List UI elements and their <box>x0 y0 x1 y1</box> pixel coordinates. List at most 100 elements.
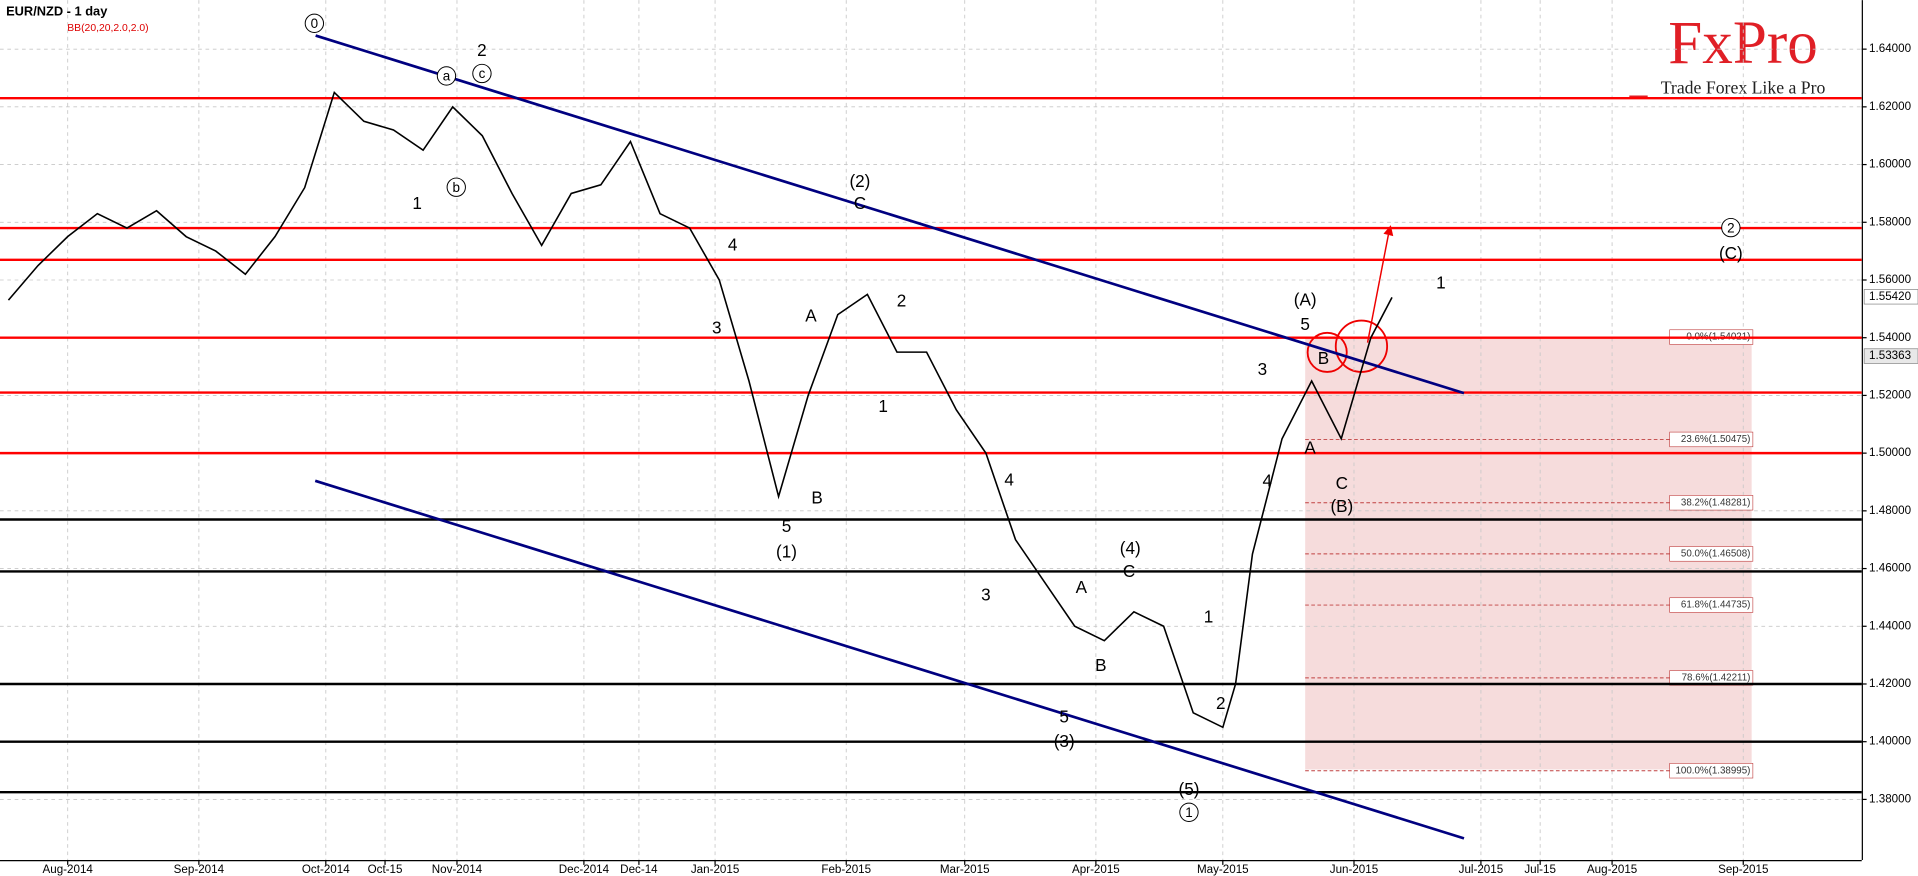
trendline <box>314 479 1465 840</box>
wave-label: 5 <box>1059 708 1069 727</box>
x-tick-label: Sep-2015 <box>1718 863 1768 876</box>
x-tick-label: Oct-2014 <box>302 863 350 876</box>
wave-label: 5 <box>1300 315 1310 334</box>
price-tag-label: 1.53363 <box>1869 349 1911 362</box>
y-tick-label: 1.52000 <box>1869 388 1911 401</box>
logo-box <box>1629 2 1860 103</box>
fib-label-box <box>1669 597 1754 613</box>
wave-label: B <box>1095 656 1106 675</box>
wave-label: C <box>1123 562 1135 581</box>
x-tick-label: Aug-2015 <box>1587 863 1637 876</box>
fib-label: 61.8%(1.44735) <box>1681 600 1751 611</box>
y-tick-label: 1.50000 <box>1869 446 1911 459</box>
y-tick-label: 1.48000 <box>1869 504 1911 517</box>
fib-label-box <box>1669 431 1754 448</box>
x-tick-label: Jul-2015 <box>1459 863 1504 876</box>
wave-label: C <box>1336 474 1348 493</box>
target-arrow <box>1366 234 1390 343</box>
wave-label: (5) <box>1179 780 1200 799</box>
y-tick-label: 1.58000 <box>1869 215 1911 228</box>
wave-label: 2 <box>477 41 487 60</box>
y-tick-label: 1.54000 <box>1869 331 1911 344</box>
wave-label: 3 <box>981 585 991 604</box>
wave-label: B <box>811 489 822 508</box>
wave-label: 1 <box>878 397 888 416</box>
x-tick-label: Mar-2015 <box>940 863 990 876</box>
wave-label: 4 <box>1004 470 1014 489</box>
y-tick-label: 1.60000 <box>1869 158 1911 171</box>
fib-label: 23.6%(1.50475) <box>1681 434 1751 445</box>
wave-circle <box>304 13 325 33</box>
wave-label: C <box>854 194 866 213</box>
x-tick-label: Aug-2014 <box>43 863 94 876</box>
wave-label: 1 <box>1204 607 1214 626</box>
wave-label: b <box>453 180 460 195</box>
wave-label: 3 <box>712 319 722 338</box>
fib-label: 78.6%(1.42211) <box>1682 672 1751 683</box>
fib-label: 50.0%(1.46508) <box>1681 548 1751 559</box>
wave-label: (B) <box>1330 497 1353 516</box>
wave-label: 0 <box>311 16 318 31</box>
wave-label: 2 <box>897 292 907 311</box>
wave-label: A <box>1304 439 1316 458</box>
wave-label: 1 <box>1185 805 1192 820</box>
y-tick-label: 1.56000 <box>1869 273 1911 286</box>
wave-label: 5 <box>782 517 792 536</box>
fib-label-box <box>1669 546 1754 562</box>
wave-label: c <box>479 66 486 81</box>
wave-label: 1 <box>412 194 422 213</box>
fib-label-box <box>1669 670 1754 686</box>
indicator-label: BB(20,20,2.0,2.0) <box>67 23 148 34</box>
trendline <box>315 34 1465 395</box>
fib-label-box <box>1669 763 1754 779</box>
wave-label: 3 <box>1258 360 1268 379</box>
x-tick-label: Sep-2014 <box>174 863 225 876</box>
wave-label: a <box>443 69 451 84</box>
y-tick-label: 1.64000 <box>1869 42 1911 55</box>
x-tick-label: Feb-2015 <box>821 863 871 876</box>
wave-circle <box>446 177 466 197</box>
wave-label: (4) <box>1120 539 1141 558</box>
wave-label: (A) <box>1294 291 1317 310</box>
fib-label: 38.2%(1.48281) <box>1681 497 1751 508</box>
wave-label: (C) <box>1719 244 1743 263</box>
wave-circle <box>436 66 457 86</box>
wave-label: 4 <box>728 235 738 254</box>
x-tick-label: Apr-2015 <box>1072 863 1120 876</box>
x-tick-label: Nov-2014 <box>432 863 483 876</box>
price-tag <box>1863 289 1918 305</box>
price-line <box>7 90 1393 729</box>
x-tick-label: Jan-2015 <box>691 863 739 876</box>
wave-circle <box>472 63 492 84</box>
wave-label: B <box>1318 349 1329 368</box>
wave-label: A <box>1076 578 1088 597</box>
logo-brand: FxPro <box>1668 9 1818 77</box>
highlight-circle <box>1306 331 1348 373</box>
wave-label: 1 <box>1436 273 1446 292</box>
wave-circle <box>1721 217 1741 238</box>
x-tick-label: Dec-14 <box>620 863 658 876</box>
wave-label: 4 <box>1262 472 1272 491</box>
x-tick-label: Jun-2015 <box>1330 863 1378 876</box>
y-tick-label: 1.46000 <box>1869 562 1911 575</box>
wave-label: (3) <box>1054 732 1075 751</box>
logo-tagline: Trade Forex Like a Pro <box>1661 77 1826 97</box>
price-tag-label: 1.55420 <box>1869 290 1911 303</box>
wave-label: A <box>805 306 817 325</box>
price-tag <box>1863 348 1918 364</box>
y-tick-label: 1.40000 <box>1869 735 1911 748</box>
fib-label-box <box>1669 495 1754 511</box>
x-tick-label: Oct-15 <box>368 863 403 876</box>
y-tick-label: 1.62000 <box>1869 100 1911 113</box>
wave-label: 2 <box>1727 220 1734 235</box>
wave-label: 2 <box>1216 694 1226 713</box>
y-tick-label: 1.42000 <box>1869 677 1911 690</box>
fib-label: 100.0%(1.38995) <box>1675 765 1750 776</box>
x-tick-label: Jul-15 <box>1524 863 1556 876</box>
x-tick-label: May-2015 <box>1197 863 1249 876</box>
y-tick-label: 1.44000 <box>1869 619 1911 632</box>
wave-circle <box>1179 802 1199 822</box>
wave-label: (2) <box>849 172 870 191</box>
chart-title: EUR/NZD - 1 day <box>6 4 108 19</box>
